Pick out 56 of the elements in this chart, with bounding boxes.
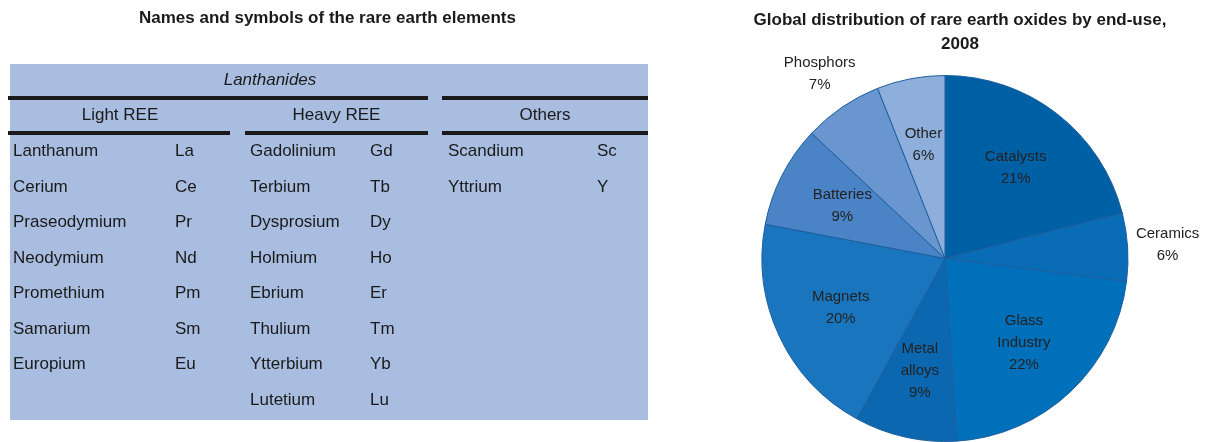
text: Tm [370, 318, 395, 339]
text: Holmium [250, 247, 318, 268]
text: Europium [13, 354, 86, 374]
slice-label: Batteries [812, 185, 872, 203]
slice-label: Catalysts [984, 146, 1047, 164]
text: Lanthanides [222, 70, 318, 90]
text: Ytterbium [250, 354, 323, 374]
data-label: 6% [1156, 245, 1179, 263]
text: Lutetium [250, 389, 316, 410]
slice-label: Glass Industry [997, 310, 1052, 350]
text: Lanthanum [13, 141, 99, 161]
data-label: 21% [1000, 168, 1031, 186]
text: Dy [370, 212, 391, 232]
text: Others [518, 105, 572, 125]
text: Pm [175, 283, 201, 303]
text: Thulium [250, 318, 311, 339]
data-label: 20% [825, 308, 856, 326]
text: Cerium [13, 176, 68, 197]
text: Nd [175, 247, 197, 268]
text: Ebrium [250, 283, 304, 303]
text: Lu [370, 389, 389, 410]
text: Scandium [448, 141, 524, 161]
chart-title: Global distribution of rare earth oxides by end-use, 2008 [753, 10, 1167, 53]
text: Gadolinium [250, 141, 336, 161]
data-label: 9% [831, 207, 854, 225]
slice-label: Phosphors [783, 53, 856, 71]
text: Gd [370, 141, 393, 161]
text: Names and symbols of the rare earth elements [138, 8, 517, 28]
text: Eu [175, 354, 196, 374]
text: Light REE [80, 105, 160, 125]
text: La [175, 141, 194, 161]
text: Promethium [13, 283, 105, 303]
slice-label: Ceramics [1135, 223, 1200, 241]
text: Praseodymium [13, 212, 127, 232]
text: Sc [597, 141, 617, 161]
text: Yb [370, 354, 391, 374]
text: Ce [175, 176, 197, 197]
text: Heavy REE [291, 105, 382, 125]
data-label: 9% [909, 383, 931, 401]
text: Pr [175, 212, 192, 232]
text: Neodymium [13, 247, 104, 268]
slice-label: Other [904, 124, 943, 142]
text: Yttrium [448, 176, 502, 197]
slice-label: Magnets [811, 286, 870, 304]
text: Tb [370, 176, 390, 197]
data-label: 22% [1008, 354, 1039, 372]
text: Er [370, 283, 387, 303]
text: Terbium [250, 176, 311, 197]
text: Dysprosium [250, 212, 340, 232]
text: Sm [175, 318, 201, 339]
data-label: 7% [808, 75, 831, 93]
text: Y [597, 176, 609, 197]
slice-label: Metal alloys [900, 339, 940, 379]
text: Samarium [13, 318, 91, 339]
text: Ho [370, 247, 392, 268]
data-label: 6% [912, 146, 935, 164]
